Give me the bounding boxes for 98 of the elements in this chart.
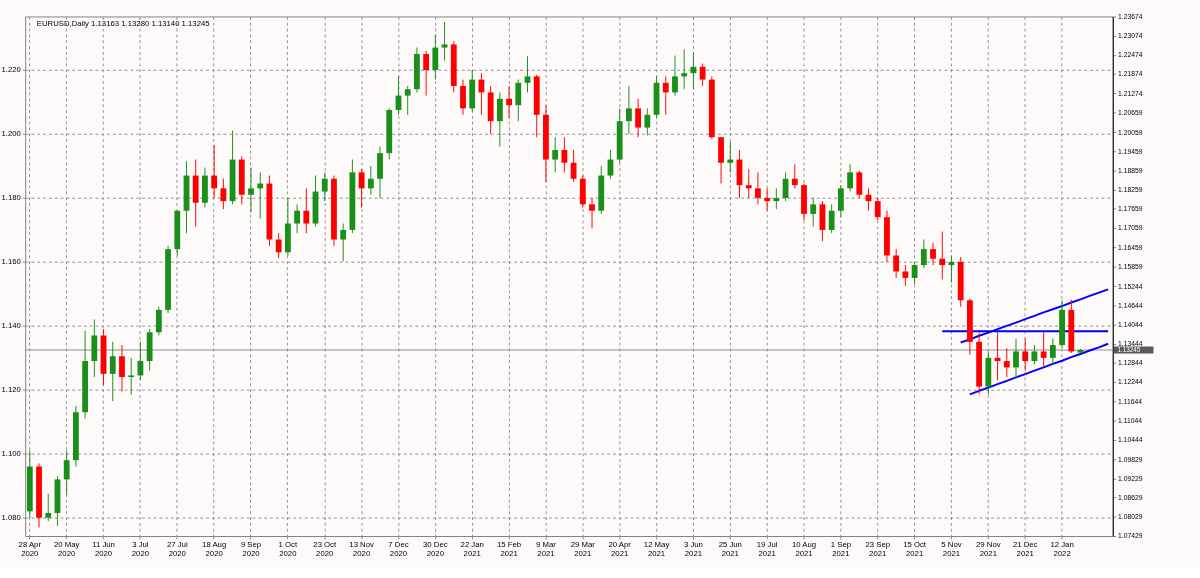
candlestick bbox=[45, 493, 52, 522]
x-tick-label: 23 Oct 2020 bbox=[313, 540, 337, 558]
candlestick bbox=[791, 163, 798, 189]
x-tick-label: 7 Dec 2020 bbox=[388, 540, 409, 558]
x-tick-label: 29 Mar 2021 bbox=[570, 540, 596, 558]
x-tick-label: 19 Jul 2021 bbox=[756, 540, 778, 558]
candlestick bbox=[275, 232, 282, 259]
x-tick-label: 25 Jun 2021 bbox=[718, 540, 742, 558]
candlestick bbox=[248, 167, 254, 213]
candlestick bbox=[690, 51, 697, 90]
candlestick bbox=[672, 55, 678, 97]
candlestick bbox=[589, 197, 595, 229]
x-tick-label: 5 Nov 2021 bbox=[941, 540, 962, 558]
candlestick bbox=[644, 107, 651, 137]
x-tick-label: 23 Sep 2021 bbox=[865, 540, 891, 558]
x-tick-label: 9 Mar 2021 bbox=[536, 540, 557, 558]
x-tick-label: 13 Nov 2020 bbox=[349, 540, 375, 558]
candlestick bbox=[404, 85, 411, 116]
candlestick bbox=[1022, 338, 1029, 372]
candlestick bbox=[810, 197, 817, 228]
x-tick-label: 1 Oct 2020 bbox=[278, 540, 298, 558]
candlestick bbox=[773, 187, 780, 210]
chart-title: EURUSD,Daily 1.13163 1.13280 1.13140 1.13245 bbox=[36, 19, 210, 29]
candlestick bbox=[764, 187, 771, 212]
x-tick-label: 3 Jun 2021 bbox=[683, 540, 703, 558]
x-tick-label: 30 Dec 2020 bbox=[423, 540, 448, 558]
candlestick bbox=[358, 168, 365, 209]
x-tick-label: 22 Jan 2021 bbox=[460, 540, 484, 558]
candlestick bbox=[441, 21, 448, 61]
y-tick-label: 1.100 bbox=[1, 449, 21, 459]
candlestick bbox=[303, 187, 310, 234]
x-tick-label: 15 Oct 2021 bbox=[903, 540, 927, 558]
candlestick bbox=[847, 163, 853, 193]
candlestick bbox=[1013, 338, 1019, 380]
candlestick bbox=[699, 63, 706, 87]
x-tick-label: 1 Sep 2021 bbox=[830, 540, 852, 558]
candlestick bbox=[635, 98, 642, 138]
x-tick-label: 15 Feb 2021 bbox=[497, 540, 522, 558]
candlestick bbox=[1040, 331, 1047, 368]
candlestick bbox=[911, 261, 918, 285]
candlestick bbox=[294, 203, 300, 234]
candlestick bbox=[321, 171, 328, 202]
candlestick bbox=[432, 34, 439, 81]
candlestick bbox=[662, 75, 669, 116]
x-tick-label: 3 Jul 2020 bbox=[131, 540, 150, 558]
candlestick bbox=[837, 184, 844, 218]
y-tick-label: 1.140 bbox=[1, 321, 21, 331]
candlestick bbox=[727, 141, 734, 173]
x-tick-label: 20 Apr 2021 bbox=[608, 540, 632, 558]
candlestick bbox=[920, 239, 927, 269]
x-tick-label: 18 Aug 2020 bbox=[202, 540, 227, 558]
y-tick-label: 1.180 bbox=[1, 193, 21, 203]
x-tick-label: 10 Aug 2021 bbox=[791, 540, 817, 558]
candlestick bbox=[893, 248, 900, 279]
y-tick-label: 1.200 bbox=[1, 129, 21, 139]
candlestick bbox=[119, 344, 125, 392]
candlestick bbox=[211, 144, 218, 199]
candlestick bbox=[1003, 347, 1010, 378]
candlestick bbox=[874, 197, 881, 221]
x-tick-label: 12 Jan 2022 bbox=[1050, 540, 1074, 558]
x-tick-label: 9 Sep 2020 bbox=[240, 540, 262, 558]
candlestick bbox=[155, 306, 162, 336]
x-tick-label: 27 Jul 2020 bbox=[166, 540, 188, 558]
x-tick-label: 20 May 2020 bbox=[53, 540, 80, 558]
x-tick-label: 11 Jun 2020 bbox=[92, 540, 115, 558]
candlestick bbox=[625, 85, 632, 135]
candlestick bbox=[460, 79, 466, 116]
x-tick-label: 28 Apr 2020 bbox=[18, 540, 42, 558]
candlestick bbox=[1049, 338, 1056, 365]
candlestick bbox=[745, 168, 752, 199]
line-series bbox=[968, 342, 1110, 396]
candlestick bbox=[939, 231, 946, 280]
candlestick bbox=[423, 50, 430, 97]
candlestick bbox=[109, 341, 116, 402]
candlestick bbox=[367, 165, 374, 196]
y-tick-label: 1.160 bbox=[1, 257, 21, 267]
candlestick bbox=[552, 136, 559, 173]
candlestick bbox=[515, 79, 522, 122]
candlestick bbox=[340, 223, 347, 262]
x-tick-label: 12 May 2021 bbox=[643, 540, 670, 558]
candlestick bbox=[128, 357, 135, 396]
candlestick bbox=[63, 450, 70, 496]
x-tick-label: 29 Nov 2021 bbox=[976, 540, 1001, 558]
candlestick bbox=[561, 136, 568, 173]
candlestick bbox=[856, 170, 863, 199]
y-tick-label: 1.220 bbox=[1, 65, 21, 75]
candlestick bbox=[220, 178, 227, 210]
x-tick-label: 21 Dec 2021 bbox=[1012, 540, 1038, 558]
candlestick bbox=[506, 85, 512, 119]
candlestick bbox=[930, 242, 936, 266]
candlestick bbox=[496, 91, 503, 148]
y-tick-label: 1.080 bbox=[1, 513, 21, 523]
candlestick bbox=[681, 48, 688, 90]
y-tick-label: 1.120 bbox=[1, 385, 21, 395]
candlestick bbox=[524, 55, 531, 93]
candlestick bbox=[828, 203, 835, 234]
candlestick bbox=[755, 171, 761, 205]
candlestick bbox=[902, 264, 909, 287]
